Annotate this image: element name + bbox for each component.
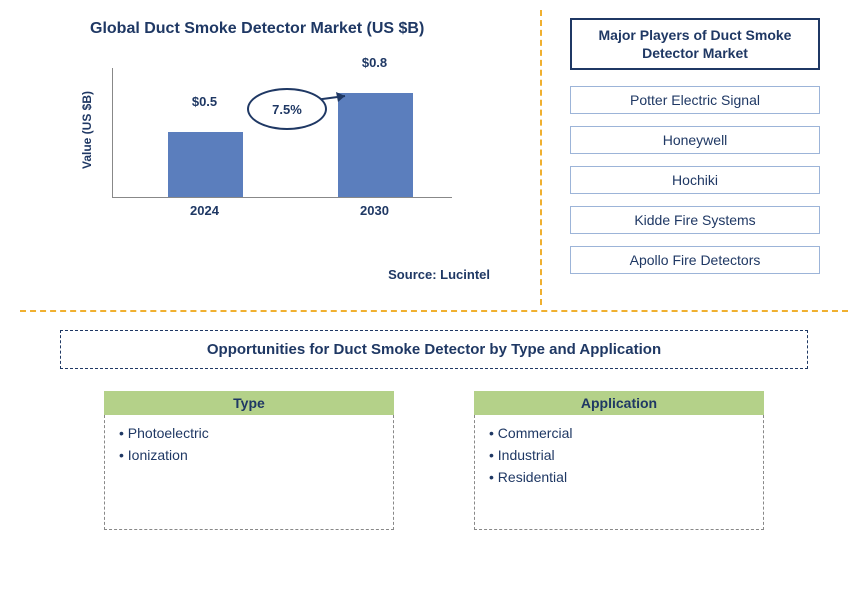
application-header: Application (474, 391, 764, 415)
app-item-label: Commercial (498, 425, 573, 441)
bar-label-2024: $0.5 (167, 94, 242, 109)
x-tick-2030: 2030 (337, 203, 412, 218)
player-box: Apollo Fire Detectors (570, 246, 820, 274)
opportunities-title: Opportunities for Duct Smoke Detector by… (60, 330, 808, 369)
player-box: Honeywell (570, 126, 820, 154)
list-item: • Ionization (119, 447, 379, 463)
infographic-root: Global Duct Smoke Detector Market (US $B… (0, 0, 868, 609)
type-header: Type (104, 391, 394, 415)
opportunity-columns: Type • Photoelectric • Ionization Applic… (40, 391, 828, 530)
cagr-value: 7.5% (272, 102, 302, 117)
bar-label-2030: $0.8 (337, 55, 412, 70)
y-axis-label: Value (US $B) (80, 91, 94, 169)
application-column: Application • Commercial • Industrial • … (474, 391, 764, 530)
list-item: • Photoelectric (119, 425, 379, 441)
type-item-label: Ionization (128, 447, 188, 463)
bottom-section: Opportunities for Duct Smoke Detector by… (0, 312, 868, 530)
type-item-label: Photoelectric (128, 425, 209, 441)
player-box: Kidde Fire Systems (570, 206, 820, 234)
chart-wrapper: Value (US $B) $0.5 $0.8 2024 2030 7.5% (90, 58, 470, 228)
cagr-oval: 7.5% (247, 88, 327, 130)
player-box: Hochiki (570, 166, 820, 194)
chart-panel: Global Duct Smoke Detector Market (US $B… (0, 0, 540, 310)
app-item-label: Industrial (498, 447, 555, 463)
list-item: • Residential (489, 469, 749, 485)
players-title: Major Players of Duct Smoke Detector Mar… (570, 18, 820, 70)
top-section: Global Duct Smoke Detector Market (US $B… (0, 0, 868, 310)
list-item: • Commercial (489, 425, 749, 441)
application-body: • Commercial • Industrial • Residential (474, 415, 764, 530)
type-column: Type • Photoelectric • Ionization (104, 391, 394, 530)
source-label: Source: Lucintel (388, 267, 490, 282)
chart-title: Global Duct Smoke Detector Market (US $B… (90, 20, 540, 38)
type-body: • Photoelectric • Ionization (104, 415, 394, 530)
list-item: • Industrial (489, 447, 749, 463)
app-item-label: Residential (498, 469, 567, 485)
x-tick-2024: 2024 (167, 203, 242, 218)
vertical-divider (540, 10, 542, 305)
players-panel: Major Players of Duct Smoke Detector Mar… (540, 0, 840, 310)
player-box: Potter Electric Signal (570, 86, 820, 114)
bar-2024 (168, 132, 243, 197)
